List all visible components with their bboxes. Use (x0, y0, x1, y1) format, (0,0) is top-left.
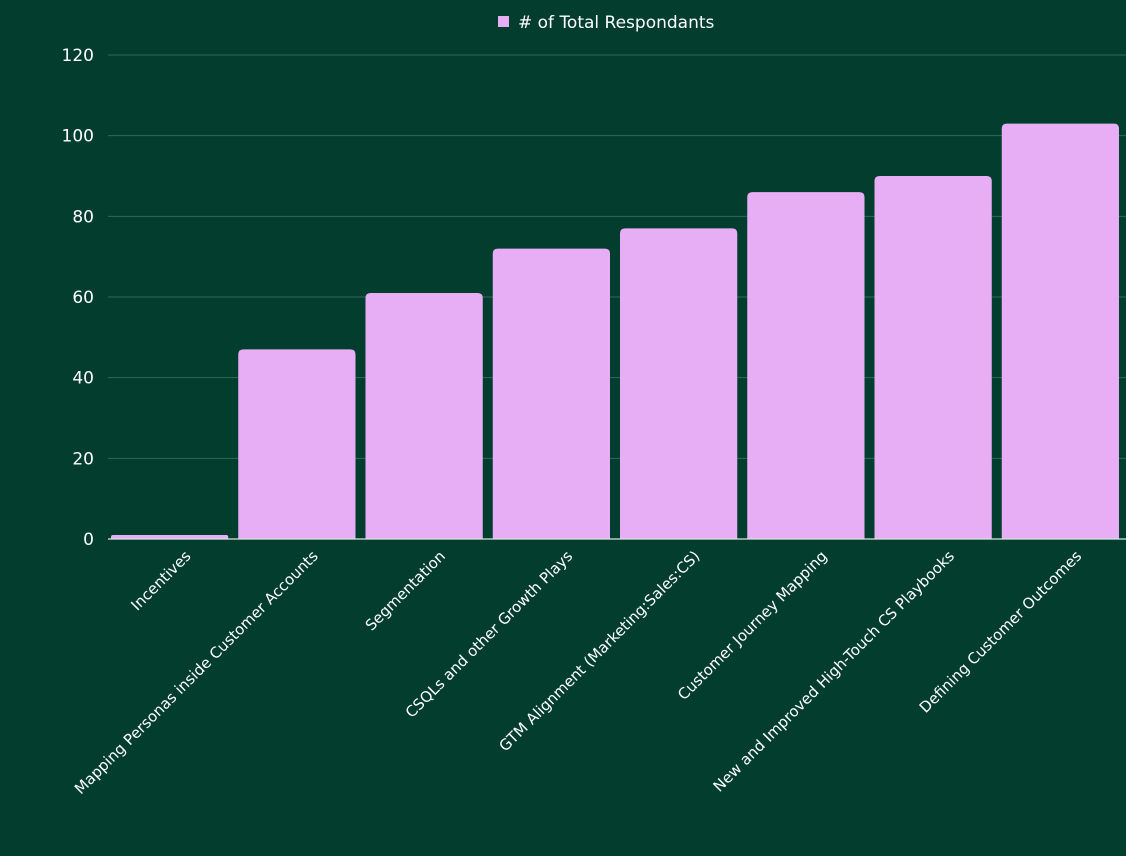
y-tick-label: 120 (62, 46, 94, 66)
y-tick-label: 40 (72, 369, 94, 389)
y-axis: 0 20 40 60 80 100 120 (62, 46, 1126, 550)
bar-7[interactable] (874, 176, 992, 539)
bars (111, 123, 1119, 540)
y-tick-label: 80 (72, 207, 94, 227)
legend-label: # of Total Respondants (518, 13, 715, 33)
legend-swatch (498, 16, 509, 27)
y-tick-label: 20 (72, 449, 94, 469)
bar-8[interactable] (1001, 123, 1119, 540)
bar-5[interactable] (620, 228, 738, 539)
y-tick-label: 100 (62, 127, 94, 147)
bar-3[interactable] (365, 292, 483, 539)
bar-1[interactable] (111, 534, 229, 539)
bar-4[interactable] (492, 248, 610, 539)
y-tick-label: 0 (83, 530, 94, 550)
bar-2[interactable] (238, 349, 356, 539)
legend[interactable]: # of Total Respondants (498, 13, 715, 33)
bar-6[interactable] (747, 192, 865, 539)
y-tick-label: 60 (72, 288, 94, 308)
